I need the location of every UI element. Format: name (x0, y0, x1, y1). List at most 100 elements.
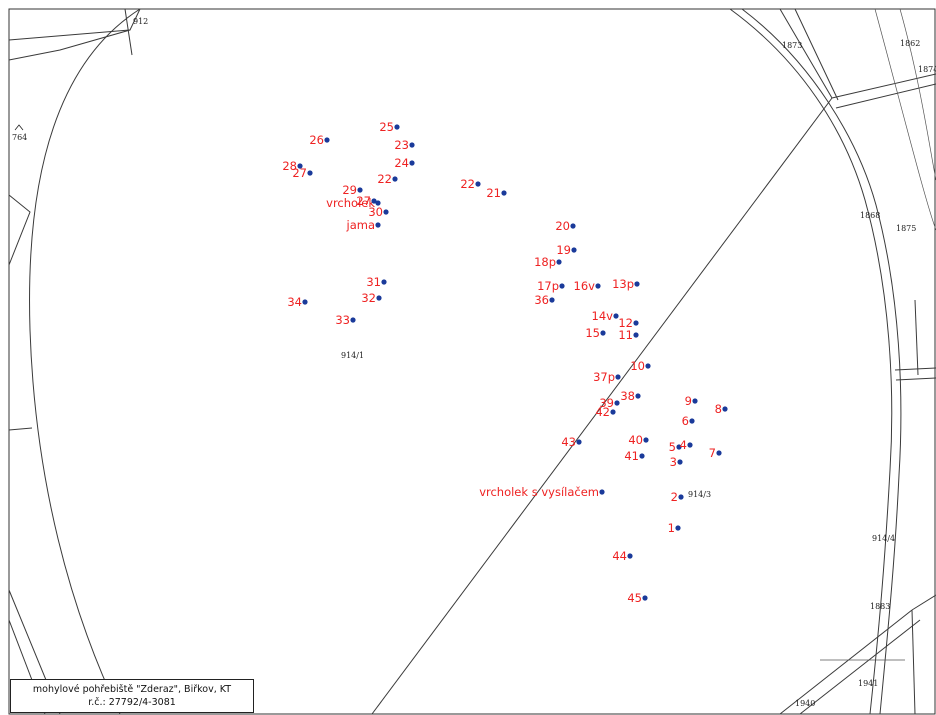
survey-point-label: 45 (627, 591, 642, 605)
parcel-line-tr5 (874, 8, 936, 231)
parcel-line-rm2 (895, 377, 936, 381)
survey-point-label: 19 (556, 243, 571, 257)
survey-point-marker (639, 453, 645, 459)
survey-point-label: 23 (394, 138, 409, 152)
survey-point-label: 40 (628, 433, 643, 447)
survey-point: 42 (595, 405, 616, 419)
parcel-label: 764 (12, 133, 27, 142)
survey-point: 1 (668, 521, 681, 535)
legend-title: mohylové pohřebiště "Zderaz", Biřkov, KT (32, 684, 232, 695)
survey-point-marker (371, 198, 377, 204)
survey-point-label: 22 (460, 177, 475, 191)
survey-point-label: 24 (394, 156, 409, 170)
survey-point-marker (324, 137, 330, 143)
survey-point-marker (645, 363, 651, 369)
survey-point-marker (689, 418, 695, 424)
survey-point-label: 5 (669, 440, 676, 454)
parcel-line-br1 (779, 609, 913, 715)
parcel-line-left-notch (8, 194, 31, 266)
parcel-label: 1862 (900, 39, 920, 48)
survey-point-marker (677, 459, 683, 465)
legend-reference: r.č.: 27792/4-3081 (88, 697, 176, 708)
survey-point-label: jama (346, 218, 376, 232)
survey-point: 33 (335, 313, 356, 327)
survey-point-label: 13p (612, 277, 634, 291)
survey-point: 28 (282, 159, 303, 173)
survey-point-marker (687, 442, 693, 448)
survey-point: 10 (630, 359, 651, 373)
map-frame (8, 8, 936, 715)
survey-point-marker (383, 209, 389, 215)
parcel-boundary-right (729, 8, 893, 715)
survey-point-marker (501, 190, 507, 196)
survey-point-label: vrcholek (326, 196, 375, 210)
survey-point-label: 11 (618, 328, 633, 342)
survey-point-label: 21 (486, 186, 501, 200)
survey-point-label: 27 (356, 194, 371, 208)
parcel-label: 1941 (858, 679, 878, 688)
survey-point: 4 (680, 438, 693, 452)
parcel-line-tr2 (835, 83, 936, 109)
survey-point-label: 36 (534, 293, 549, 307)
survey-point-label: 33 (335, 313, 350, 327)
survey-point-marker (350, 317, 356, 323)
survey-point-marker (716, 450, 722, 456)
parcel-label: 914/4 (872, 534, 895, 543)
survey-point-marker (375, 222, 381, 228)
survey-point-marker (409, 160, 415, 166)
survey-point-label: 37p (593, 370, 615, 384)
survey-point-label: 38 (620, 389, 635, 403)
parcel-label: 914/1 (341, 351, 364, 360)
survey-point-label: 7 (709, 446, 716, 460)
parcel-line-tr6 (899, 8, 936, 181)
survey-point-marker (675, 525, 681, 531)
survey-point: 44 (612, 549, 633, 563)
parcel-line-tl1 (8, 8, 141, 41)
survey-point-label: 10 (630, 359, 645, 373)
survey-point-marker (615, 374, 621, 380)
parcel-label: 1940 (795, 699, 815, 708)
survey-point-marker (633, 332, 639, 338)
survey-point: 16v (574, 279, 601, 293)
parcel-label: 912 (133, 17, 148, 26)
survey-point: jama (346, 218, 381, 232)
survey-point-marker (634, 281, 640, 287)
survey-point-label: 43 (561, 435, 576, 449)
survey-point: 24 (394, 156, 415, 170)
survey-point: 31 (366, 275, 387, 289)
survey-point: 39 (599, 396, 620, 410)
survey-point: 36 (534, 293, 555, 307)
survey-point: 32 (361, 291, 382, 305)
survey-point-marker (576, 439, 582, 445)
north-arrow-icon (14, 124, 24, 131)
survey-point-marker (633, 320, 639, 326)
survey-point-label: 17p (537, 279, 559, 293)
survey-point: 19 (556, 243, 577, 257)
survey-point: 22 (377, 172, 398, 186)
survey-point-label: 18p (534, 255, 556, 269)
survey-point-marker (409, 142, 415, 148)
survey-point-marker (570, 223, 576, 229)
survey-point: 6 (682, 414, 695, 428)
survey-point-label: 4 (680, 438, 687, 452)
survey-point-marker (692, 398, 698, 404)
parcel-label: 1874 (918, 65, 936, 74)
survey-point-label: 44 (612, 549, 627, 563)
survey-point-label: 25 (379, 120, 394, 134)
survey-point-label: 41 (624, 449, 639, 463)
survey-point: 30 (368, 205, 389, 219)
survey-point: 18p (534, 255, 562, 269)
survey-point-marker (643, 437, 649, 443)
survey-point-label: 15 (585, 326, 600, 340)
survey-point-label: 6 (682, 414, 689, 428)
survey-point-label: 1 (668, 521, 675, 535)
survey-point-marker (392, 176, 398, 182)
parcel-line-tr3 (779, 8, 833, 99)
parcel-line-br4 (911, 609, 916, 715)
survey-point-label: 3 (670, 455, 677, 469)
survey-point: 26 (309, 133, 330, 147)
survey-point-label: 27 (292, 166, 307, 180)
survey-point-marker (613, 313, 619, 319)
